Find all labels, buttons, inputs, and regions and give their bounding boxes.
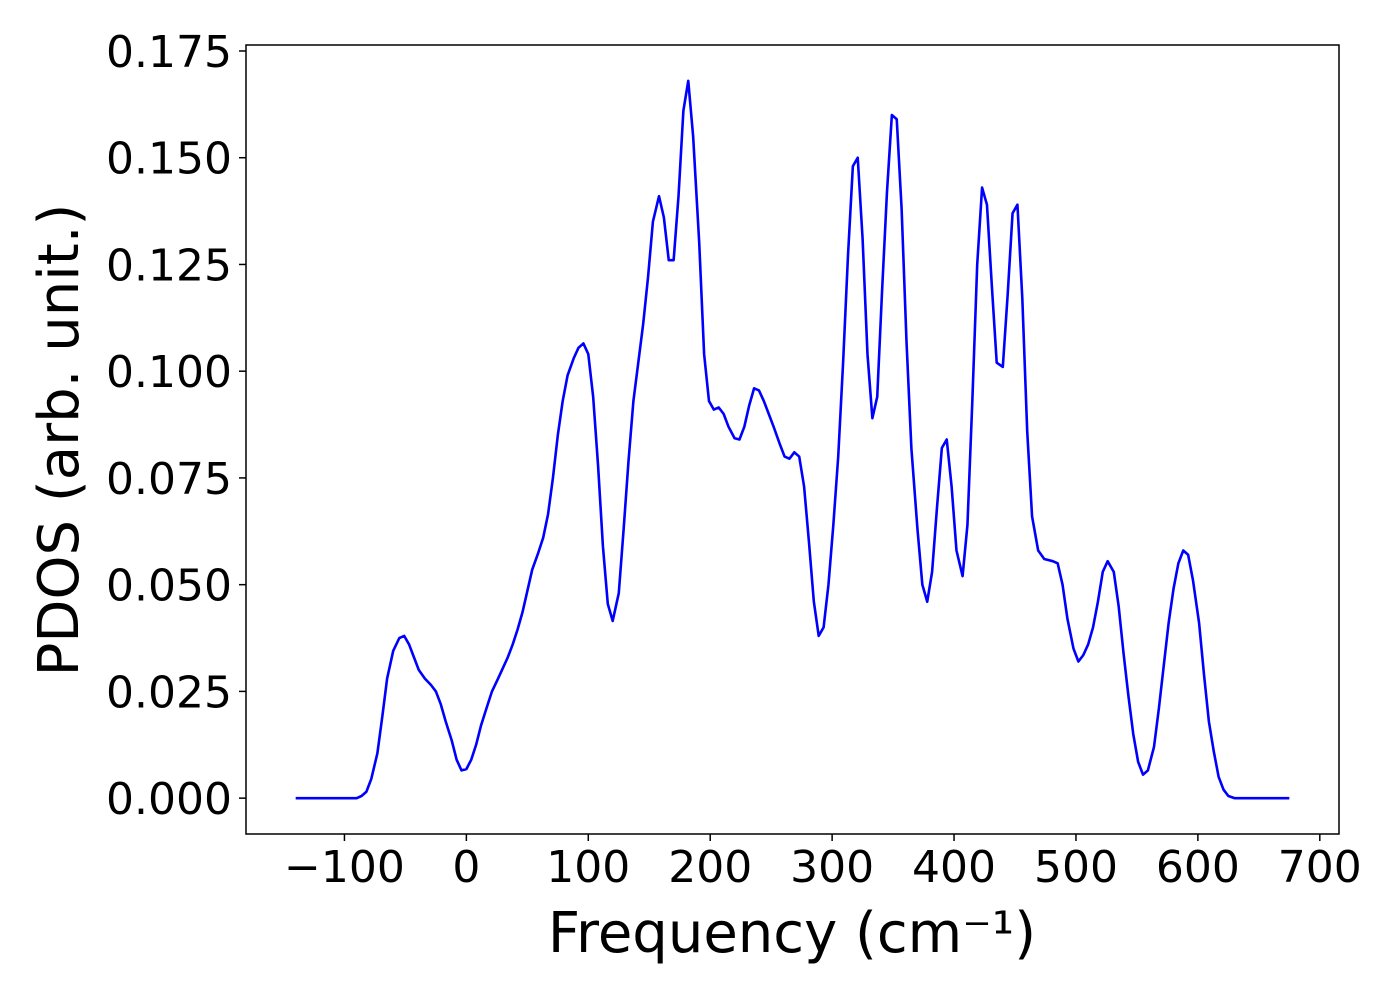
x-tick-label: −100 <box>284 842 405 893</box>
x-tick-label: 200 <box>668 842 752 893</box>
y-tick-label: 0.050 <box>106 561 232 612</box>
x-tick-label: 500 <box>1034 842 1118 893</box>
plot-frame <box>245 44 1340 835</box>
y-tick-label: 0.100 <box>106 347 232 398</box>
x-tick-label: 700 <box>1278 842 1362 893</box>
y-tick-label: 0.025 <box>106 667 232 718</box>
y-tick-label: 0.175 <box>106 27 232 78</box>
x-tick-label: 400 <box>912 842 996 893</box>
y-tick-label: 0.125 <box>106 240 232 291</box>
x-tick-label: 300 <box>790 842 874 893</box>
x-tick-label: 100 <box>546 842 630 893</box>
x-tick-label: 600 <box>1156 842 1240 893</box>
y-tick-label: 0.075 <box>106 454 232 505</box>
y-tick-label: 0.150 <box>106 134 232 185</box>
data-line <box>295 79 1290 800</box>
x-tick-label: 0 <box>452 842 480 893</box>
x-axis-label: Frequency (cm⁻¹) <box>548 901 1036 966</box>
y-axis-label: PDOS (arb. unit.) <box>27 204 92 677</box>
y-tick-label: 0.000 <box>106 774 232 825</box>
